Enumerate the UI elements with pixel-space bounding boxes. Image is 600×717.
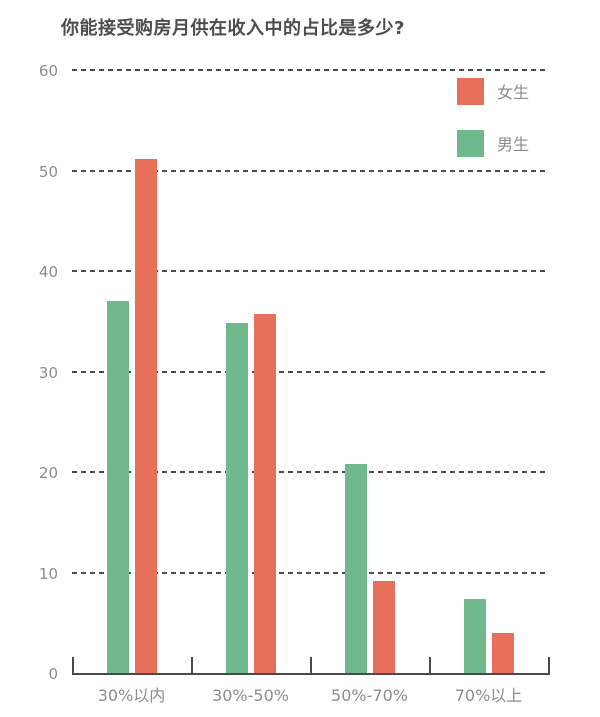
x-axis-tick — [191, 657, 193, 673]
gridline-10 — [72, 571, 548, 574]
x-axis-tick — [429, 657, 431, 673]
gridline-20 — [72, 471, 548, 473]
y-axis-label: 30 — [38, 363, 58, 382]
x-axis-tick — [72, 657, 74, 673]
legend-label-female: 女生 — [497, 83, 530, 102]
female-color-swatch — [457, 77, 484, 105]
y-axis-label: 0 — [48, 665, 58, 683]
y-axis-label: 20 — [38, 464, 58, 482]
x-axis-label: 50%-70% — [331, 686, 408, 705]
bar-male-group-3 — [463, 598, 486, 673]
gridline-30 — [72, 370, 548, 373]
x-axis-label: 30%-50% — [212, 686, 289, 705]
y-axis-label: 50 — [38, 162, 58, 181]
chart-title: 你能接受购房月供在收入中的占比是多少? — [61, 18, 405, 39]
gridline-40 — [72, 270, 548, 272]
bar-male-group-1 — [225, 323, 248, 673]
y-axis-label: 60 — [38, 62, 58, 80]
x-axis-line — [72, 673, 550, 675]
gridline-60 — [72, 69, 548, 71]
legend: 女生 男生 — [457, 77, 529, 181]
bar-female-group-1 — [253, 314, 276, 673]
x-axis-tick — [310, 657, 312, 673]
x-axis-tick — [548, 657, 550, 673]
bar-female-group-2 — [372, 580, 395, 673]
y-axis-label: 40 — [38, 263, 58, 281]
x-axis-label: 70%以上 — [454, 686, 523, 705]
male-color-swatch — [457, 129, 484, 157]
x-axis-label: 30%以内 — [97, 686, 166, 705]
y-axis-label: 10 — [38, 564, 58, 583]
legend-label-male: 男生 — [497, 135, 530, 154]
bar-male-group-0 — [106, 301, 129, 673]
bar-female-group-3 — [491, 632, 514, 673]
legend-item-female: 女生 — [457, 77, 529, 105]
bar-female-group-0 — [134, 159, 157, 673]
legend-item-male: 男生 — [457, 129, 529, 157]
gridline-50 — [72, 169, 548, 172]
bar-male-group-2 — [344, 463, 367, 673]
